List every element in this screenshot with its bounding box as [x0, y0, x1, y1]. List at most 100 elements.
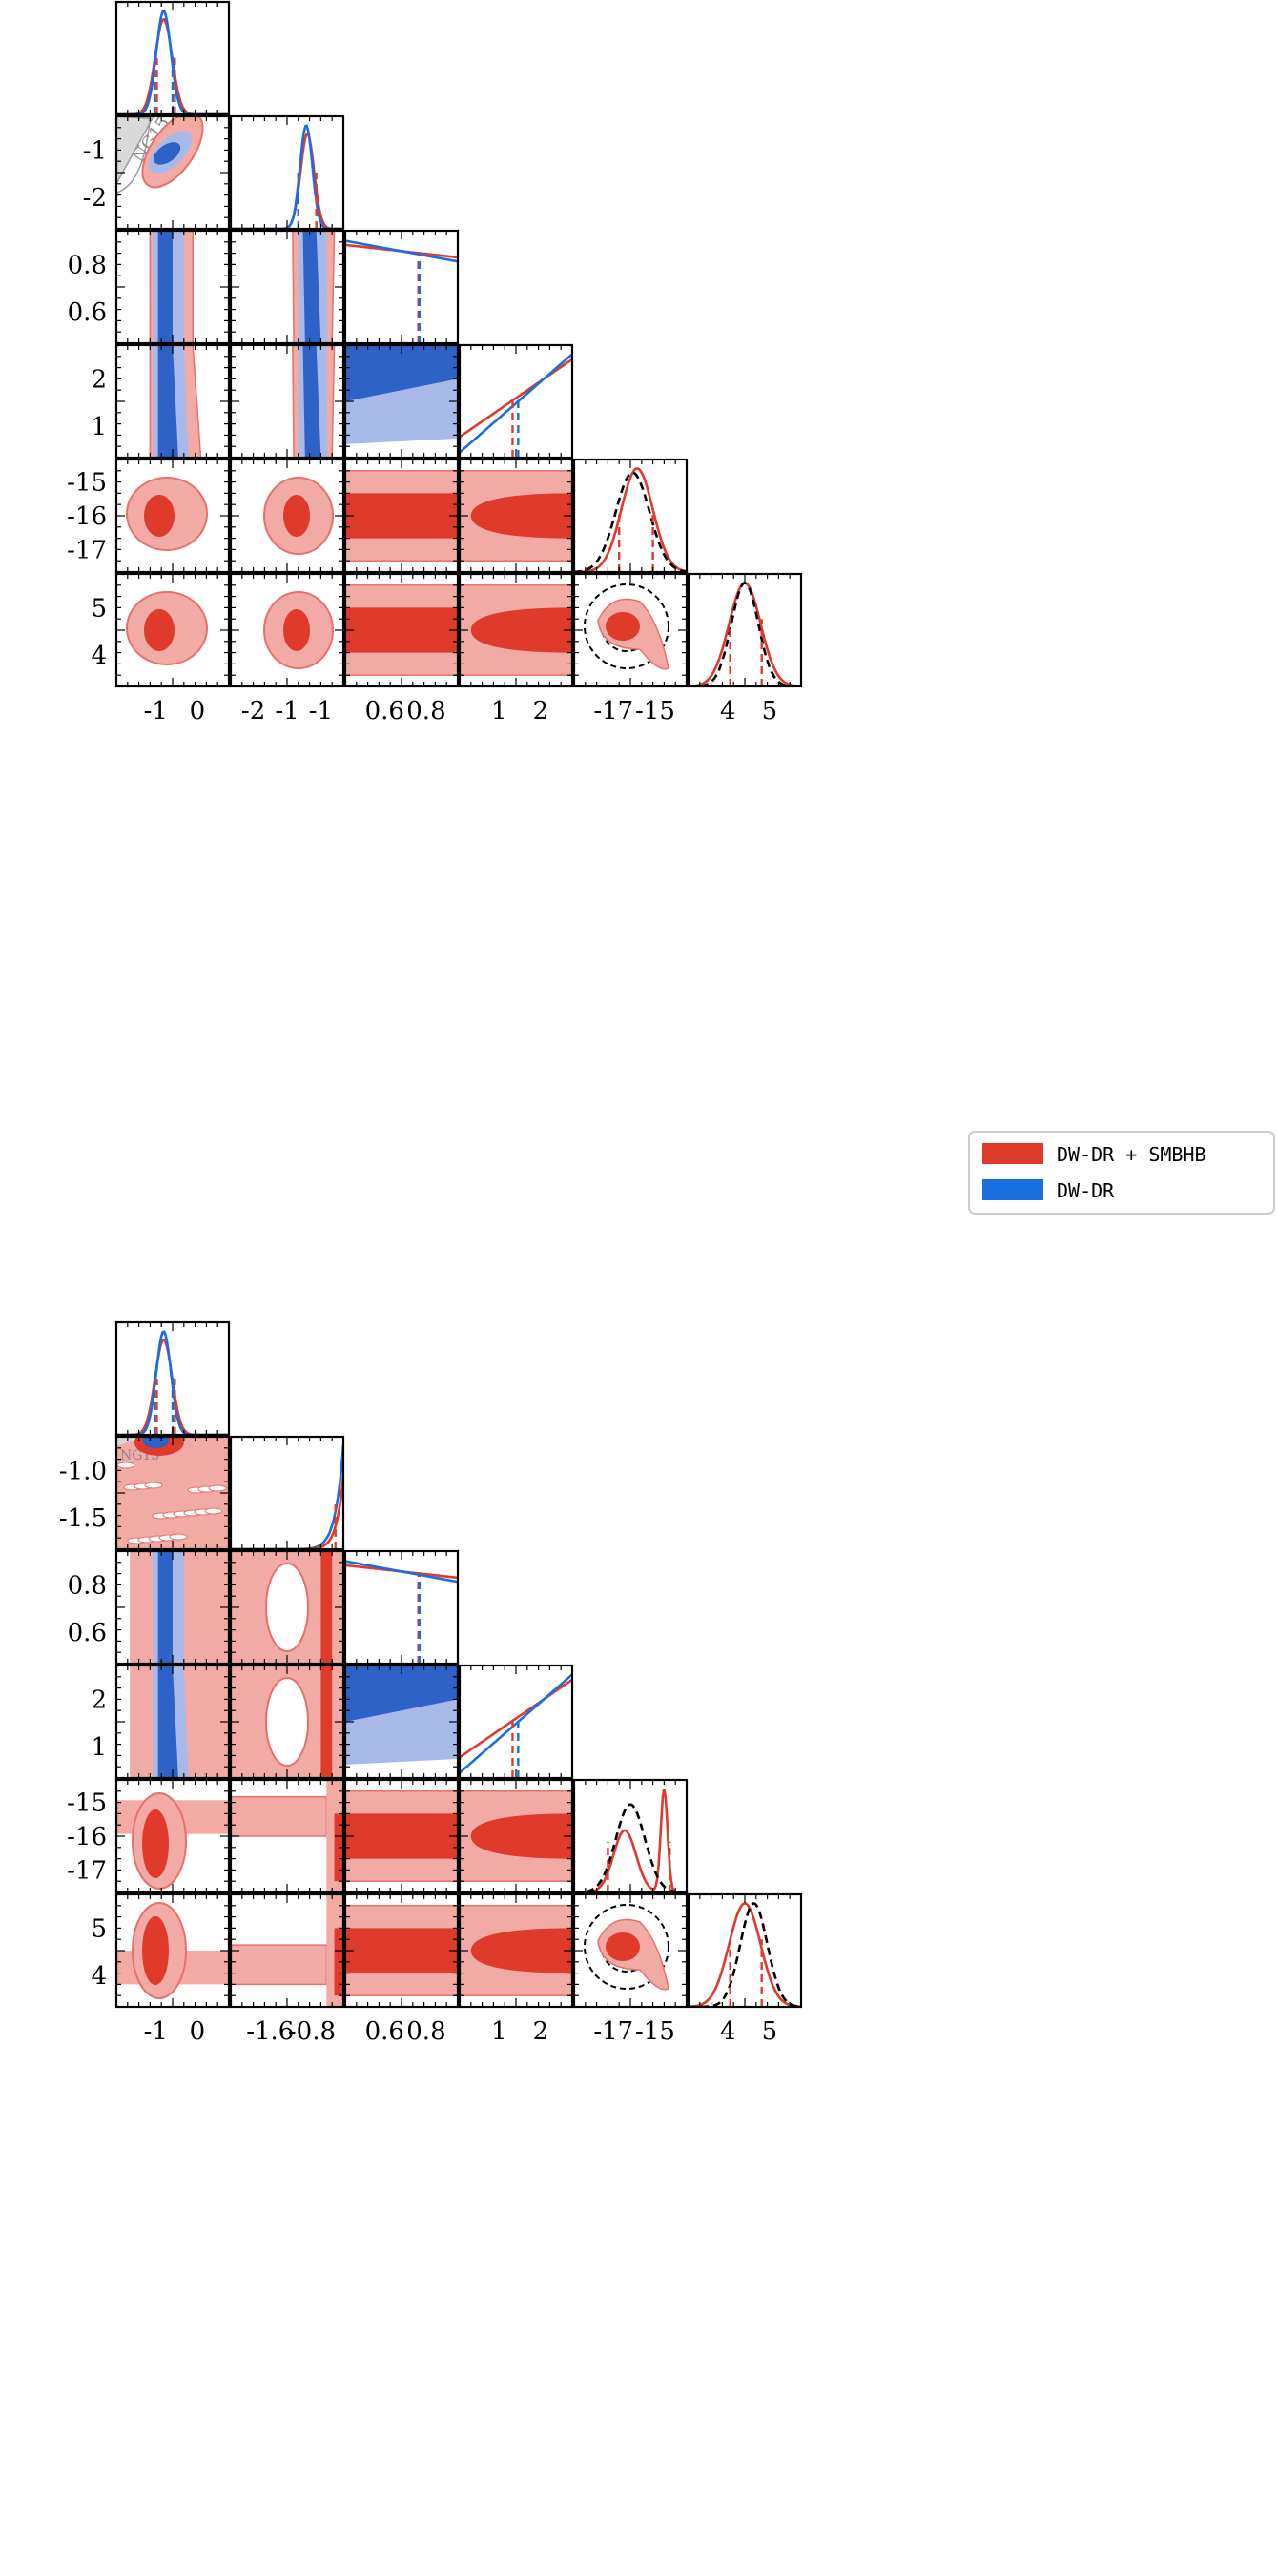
contour-68 [320, 1551, 333, 1664]
contour-hole [208, 1484, 227, 1492]
x-tick-label: 0 [190, 697, 206, 726]
contour-68 [157, 1666, 178, 1778]
contour-68 [283, 609, 310, 651]
x-tick-label: 1 [491, 2017, 507, 2046]
panel-content [116, 1330, 229, 1435]
panel-content [460, 584, 572, 676]
panel-content [149, 231, 194, 343]
series-line [689, 581, 801, 686]
panel-r5-c4 [572, 572, 689, 688]
y-tick-label: -15 [67, 1789, 107, 1818]
y-tick-label: -2 [83, 184, 107, 213]
x-tick-label: -17 [593, 2017, 633, 2046]
panel-r0-c0 [114, 0, 231, 116]
legend: DW-DR + SMBHB DW-DR [968, 1131, 1275, 1215]
panel-r3-c0 [114, 1664, 231, 1780]
y-tick-label: 0.6 [68, 298, 107, 327]
panel-content [263, 591, 334, 669]
y-tick-label: 4 [91, 642, 107, 670]
series-line [231, 1476, 343, 1549]
panel-content [130, 1551, 229, 1664]
panel-content [584, 583, 669, 670]
corner-plot-2: NG15-1 0 -1.6-0.8 0.6 0.8 1 2 -17 -15 4 5-1.0-1.50… [59, 1131, 1275, 2046]
panel-r3-c2 [343, 343, 460, 460]
y-tick-label: 0.8 [68, 1571, 107, 1600]
y-tick-label: 1 [91, 413, 107, 441]
panel-r5-c5 [687, 1892, 803, 2009]
contour-hole [144, 1482, 163, 1489]
x-tick-label: -1 [275, 697, 299, 726]
panel-r1-c1 [229, 114, 345, 231]
series-line [231, 1445, 343, 1549]
panel-r4-c0 [114, 1778, 231, 1894]
panel-content [345, 1905, 458, 1996]
panel-content [149, 345, 202, 458]
y-tick-label: -16 [67, 502, 107, 531]
panel-frame [229, 114, 345, 231]
panel-r2-c1 [229, 1549, 345, 1666]
panel-r4-c4 [572, 1778, 689, 1894]
legend-entry: DW-DR + SMBHB [1057, 1143, 1206, 1166]
panel-r4-c0 [114, 458, 231, 574]
panel-content [126, 591, 208, 665]
y-tick-label: -17 [67, 536, 107, 564]
y-tick-label: 5 [91, 1914, 107, 1943]
x-tick-label: 5 [762, 697, 778, 726]
contour-68 [345, 607, 458, 653]
x-tick-label: 0.8 [406, 2017, 445, 2046]
panel-content: NG15 [116, 1437, 229, 1549]
panel-r1-c1 [229, 1435, 345, 1551]
panel-content [460, 353, 572, 458]
panel-r5-c3 [458, 1892, 574, 2009]
panel-content [231, 1780, 343, 1892]
panel-content [460, 1790, 572, 1882]
panel-r5-c2 [343, 1892, 460, 2009]
x-tick-label: -15 [635, 2017, 675, 2046]
panel-r4-c1 [229, 458, 345, 574]
panel-content [574, 1789, 687, 1892]
panel-r2-c2 [343, 229, 460, 345]
contour-68 [302, 231, 321, 343]
panel-r1-c0: NG15 [114, 114, 231, 231]
panel-r4-c4 [572, 458, 689, 574]
contour-68 [157, 1551, 173, 1664]
x-tick-label: -1.6 [246, 2017, 294, 2046]
x-tick-label: -0.8 [288, 2017, 336, 2046]
panel-r5-c0 [114, 572, 231, 688]
panel-content [584, 1904, 669, 1991]
panel-content [345, 584, 458, 676]
panel-r5-c1 [229, 1892, 345, 2009]
series-line [345, 1560, 458, 1584]
contour-95-blue [345, 1699, 458, 1778]
x-tick-label: 0.8 [406, 697, 445, 726]
x-tick-label: -1 [144, 2017, 168, 2046]
x-tick-label: 2 [533, 2017, 549, 2046]
panel-r5-c4 [572, 1892, 689, 2009]
y-tick-label: -1.0 [59, 1457, 107, 1485]
panel-r3-c1 [229, 1664, 345, 1780]
series-line [231, 124, 343, 229]
contour-ref-95 [584, 583, 669, 669]
contour-95 [231, 1944, 328, 1986]
ng15-region [116, 116, 154, 185]
panel-content [460, 1905, 572, 1996]
panel-frame [687, 1892, 803, 2009]
panel-content [460, 470, 572, 562]
y-tick-label: 0.6 [68, 1619, 107, 1647]
ng15-boundary [116, 116, 152, 194]
contour-68 [470, 1813, 572, 1859]
panel-content [689, 1902, 801, 2007]
x-tick-label: -2 [241, 697, 265, 726]
series-line [574, 467, 687, 572]
panel-content [460, 1673, 572, 1778]
x-tick-label: -1 [309, 697, 333, 726]
contour-68 [283, 495, 310, 537]
panel-content [126, 477, 208, 551]
panel-r5-c1 [229, 572, 345, 688]
panel-r3-c1 [229, 343, 345, 460]
contour-68 [142, 1809, 169, 1878]
panel-content [345, 239, 458, 343]
contour-68 [345, 1928, 458, 1973]
series-line [460, 1678, 572, 1759]
